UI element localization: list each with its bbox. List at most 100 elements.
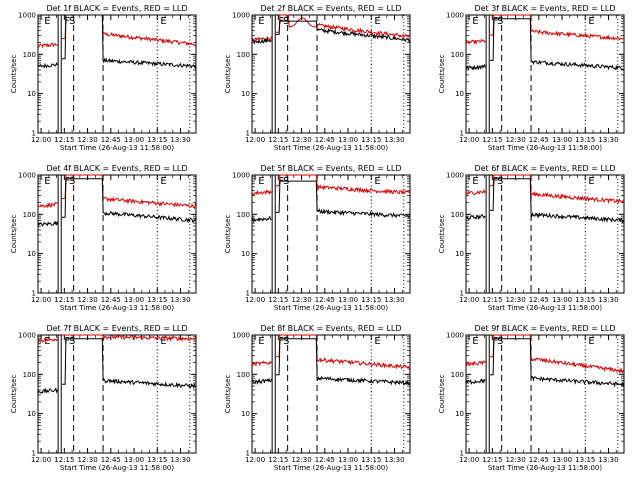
event-marker-label: S <box>497 336 503 347</box>
y-tick-label: 1 <box>460 290 464 298</box>
events-series-line <box>465 18 624 71</box>
y-tick-label: 1 <box>246 130 250 138</box>
event-marker-label: S <box>69 336 75 347</box>
x-tick-label: 12:45 <box>315 296 335 304</box>
plot-frame <box>251 334 411 454</box>
panel-title: Det 4f BLACK = Events, RED = LLD <box>46 164 187 173</box>
plot-frame <box>251 174 411 294</box>
event-marker-label: E <box>258 16 264 27</box>
x-tick-label: 13:15 <box>361 296 381 304</box>
events-series-line <box>251 180 411 223</box>
event-marker-label: E <box>44 176 50 187</box>
y-axis-label: Counts/sec <box>10 215 18 254</box>
x-tick-label: 12:15 <box>54 136 74 144</box>
y-tick-label: 1000 <box>18 172 36 180</box>
x-tick-label: 12:00 <box>459 136 479 144</box>
x-tick-label: 13:00 <box>124 136 144 144</box>
y-axis-label: Counts/sec <box>10 55 18 94</box>
event-marker-label: S <box>497 176 503 187</box>
event-marker-label: E <box>44 16 50 27</box>
y-tick-label: 1 <box>32 290 36 298</box>
x-axis-label: Start Time (26-Aug-13 11:58:00) <box>60 304 174 312</box>
x-tick-label: 12:00 <box>459 456 479 464</box>
x-axis-label: Start Time (26-Aug-13 11:58:00) <box>488 464 602 472</box>
event-marker-label: E <box>258 336 264 347</box>
y-axis-label: Counts/sec <box>224 375 232 414</box>
y-axis-label: Counts/sec <box>438 375 446 414</box>
events-series-line <box>37 178 197 227</box>
y-tick-label: 1000 <box>446 172 464 180</box>
panel-det-4: Det 4f BLACK = Events, RED = LLD 1 10 100 10… <box>10 164 197 312</box>
x-tick-label: 12:15 <box>268 456 288 464</box>
x-tick-label: 13:15 <box>575 456 595 464</box>
lld-series-line <box>251 334 411 371</box>
x-tick-label: 12:45 <box>529 456 549 464</box>
x-tick-label: 12:00 <box>31 296 51 304</box>
panel-title: Det 5f BLACK = Events, RED = LLD <box>260 164 401 173</box>
event-marker-label: F <box>64 336 70 347</box>
x-axis-label: Start Time (26-Aug-13 11:58:00) <box>274 304 388 312</box>
event-marker-label: E <box>374 16 380 27</box>
event-marker-label: F <box>492 176 498 187</box>
event-marker-label: E <box>374 176 380 187</box>
x-tick-label: 12:30 <box>291 456 311 464</box>
y-axis-label: Counts/sec <box>224 55 232 94</box>
x-tick-label: 12:30 <box>291 136 311 144</box>
panel-title: Det 6f BLACK = Events, RED = LLD <box>474 164 615 173</box>
y-tick-label: 10 <box>455 250 464 258</box>
y-tick-label: 10 <box>455 90 464 98</box>
panel-title: Det 9f BLACK = Events, RED = LLD <box>474 324 615 333</box>
lld-series-line <box>37 334 197 343</box>
event-marker-label: E <box>588 16 594 27</box>
events-series-line <box>465 178 625 224</box>
x-tick-label: 12:00 <box>31 136 51 144</box>
y-tick-label: 100 <box>237 211 250 219</box>
x-tick-label: 12:00 <box>245 456 265 464</box>
y-tick-label: 1 <box>460 450 464 458</box>
y-tick-label: 100 <box>237 371 250 379</box>
y-tick-label: 1 <box>32 130 36 138</box>
y-axis-label: Counts/sec <box>224 215 232 254</box>
events-series-line <box>251 20 411 45</box>
x-tick-label: 13:15 <box>361 456 381 464</box>
y-axis-label: Counts/sec <box>438 55 446 94</box>
x-tick-label: 13:30 <box>384 456 404 464</box>
events-series-line <box>37 14 197 70</box>
panel-title: Det 2f BLACK = Events, RED = LLD <box>260 4 401 13</box>
event-marker-label: S <box>69 176 75 187</box>
x-axis-label: Start Time (26-Aug-13 11:58:00) <box>274 464 388 472</box>
y-tick-label: 100 <box>451 211 464 219</box>
y-tick-label: 1 <box>246 290 250 298</box>
x-tick-label: 12:30 <box>505 456 525 464</box>
x-tick-label: 12:45 <box>101 136 121 144</box>
y-tick-label: 1000 <box>232 332 250 340</box>
y-tick-label: 1 <box>460 130 464 138</box>
panel-title: Det 3f BLACK = Events, RED = LLD <box>474 4 615 13</box>
y-tick-label: 1000 <box>18 332 36 340</box>
x-axis-label: Start Time (26-Aug-13 11:58:00) <box>488 304 602 312</box>
x-tick-label: 13:15 <box>147 456 167 464</box>
x-tick-label: 13:30 <box>598 456 618 464</box>
x-tick-label: 13:00 <box>338 456 358 464</box>
x-tick-label: 13:30 <box>384 296 404 304</box>
y-tick-label: 1000 <box>446 332 464 340</box>
x-tick-label: 13:30 <box>170 136 190 144</box>
x-axis-label: Start Time (26-Aug-13 11:58:00) <box>60 464 174 472</box>
x-tick-label: 13:00 <box>124 456 144 464</box>
panel-det-7: Det 7f BLACK = Events, RED = LLD 1 10 100 10… <box>10 324 197 472</box>
y-axis-label: Counts/sec <box>438 215 446 254</box>
x-tick-label: 13:15 <box>147 136 167 144</box>
events-series-line <box>251 338 411 386</box>
x-tick-label: 12:45 <box>101 456 121 464</box>
x-tick-label: 13:30 <box>598 136 618 144</box>
lld-series-line <box>37 174 197 210</box>
lld-series-line <box>465 14 625 46</box>
event-marker-label: E <box>472 176 478 187</box>
event-marker-label: E <box>588 176 594 187</box>
panel-det-9: Det 9f BLACK = Events, RED = LLD 1 10 100 10… <box>438 324 625 472</box>
plot-frame <box>465 14 625 134</box>
event-marker-label: F <box>64 176 70 187</box>
x-tick-label: 13:00 <box>552 136 572 144</box>
lld-series-line <box>465 174 625 205</box>
